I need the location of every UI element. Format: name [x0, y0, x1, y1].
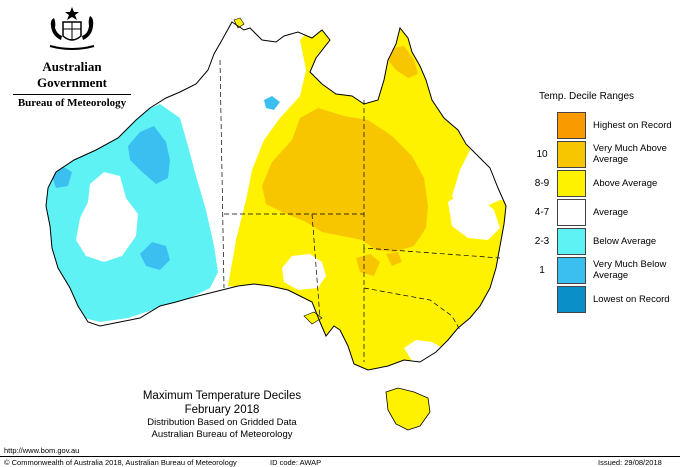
footer-divider — [0, 456, 680, 457]
average-region — [448, 194, 500, 240]
very-much-below-region — [264, 96, 280, 110]
very-much-above-region — [386, 252, 402, 266]
legend-swatch — [557, 169, 586, 197]
legend-item: 8-9 Above Average — [527, 169, 677, 197]
legend-decile: 8-9 — [534, 177, 550, 189]
average-region — [218, 70, 252, 104]
copyright-text: © Commonwealth of Australia 2018, Austra… — [4, 458, 237, 467]
issued-date: Issued: 29/08/2018 — [598, 458, 662, 467]
legend-swatch — [557, 198, 586, 226]
very-much-below-region — [128, 126, 170, 184]
legend-item: 10 Very Much Above Average — [527, 140, 677, 168]
logo-divider — [13, 94, 131, 95]
legend-label: Very Much Above Average — [593, 143, 667, 165]
very-much-below-region — [140, 242, 170, 270]
map-source: Australian Bureau of Meteorology — [151, 429, 293, 440]
average-region — [282, 254, 326, 290]
legend-title: Temp. Decile Ranges — [539, 91, 635, 102]
legend-label: Above Average — [593, 177, 658, 189]
legend-label: Below Average — [593, 235, 657, 247]
legend-swatch — [557, 256, 586, 284]
legend-label: Lowest on Record — [593, 293, 670, 305]
legend-label: Average — [593, 206, 629, 218]
map-title: Maximum Temperature Deciles — [142, 390, 302, 402]
legend-item: 1 Very Much Below Average — [527, 256, 677, 284]
very-much-above-region — [388, 46, 418, 78]
legend-decile: 4-7 — [534, 206, 550, 218]
agency-name: Bureau of Meteorology — [17, 97, 127, 109]
legend-swatch — [557, 227, 586, 255]
legend: Temp. Decile Ranges Highest on Record 10 V… — [527, 91, 677, 314]
government-name: Australian Government — [36, 59, 108, 90]
legend-label: Very Much Below Average — [593, 259, 667, 281]
state-borders — [219, 59, 501, 362]
average-region — [76, 172, 138, 262]
map-period: February 2018 — [184, 404, 260, 416]
very-much-above-region — [262, 108, 428, 252]
legend-item: 4-7 Average — [527, 198, 677, 226]
tasmania — [385, 387, 431, 431]
legend-decile: 2-3 — [534, 235, 550, 247]
legend-swatch — [557, 140, 586, 168]
map-method: Distribution Based on Gridded Data — [147, 417, 297, 428]
legend-label: Highest on Record — [593, 119, 672, 131]
legend-item: 2-3 Below Average — [527, 227, 677, 255]
legend-swatch — [557, 111, 586, 139]
legend-swatch — [557, 285, 586, 313]
government-logo: Australian Government Bureau of Meteorol… — [8, 6, 136, 109]
legend-item: Highest on Record — [527, 111, 677, 139]
id-code: ID code: AWAP — [270, 458, 322, 467]
legend-item: Lowest on Record — [527, 285, 677, 313]
coat-of-arms-icon — [49, 7, 95, 50]
legend-decile: 1 — [539, 264, 545, 276]
website-link[interactable]: http://www.bom.gov.au — [4, 446, 80, 455]
legend-decile: 10 — [536, 148, 548, 160]
very-much-above-region — [356, 254, 380, 276]
map-caption: Maximum Temperature Deciles February 201… — [112, 389, 332, 441]
